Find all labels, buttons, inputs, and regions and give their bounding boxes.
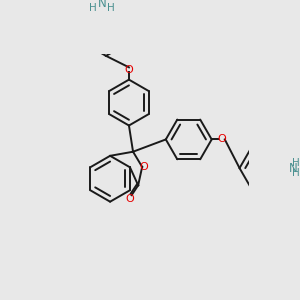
Text: O: O bbox=[140, 162, 148, 172]
Text: H: H bbox=[292, 158, 300, 168]
Text: H: H bbox=[107, 3, 115, 14]
Text: H: H bbox=[292, 168, 300, 178]
Text: O: O bbox=[124, 65, 133, 75]
Text: O: O bbox=[217, 134, 226, 144]
Text: H: H bbox=[89, 3, 97, 14]
Text: O: O bbox=[126, 194, 134, 204]
Text: N: N bbox=[98, 0, 107, 10]
Text: N: N bbox=[289, 162, 297, 175]
